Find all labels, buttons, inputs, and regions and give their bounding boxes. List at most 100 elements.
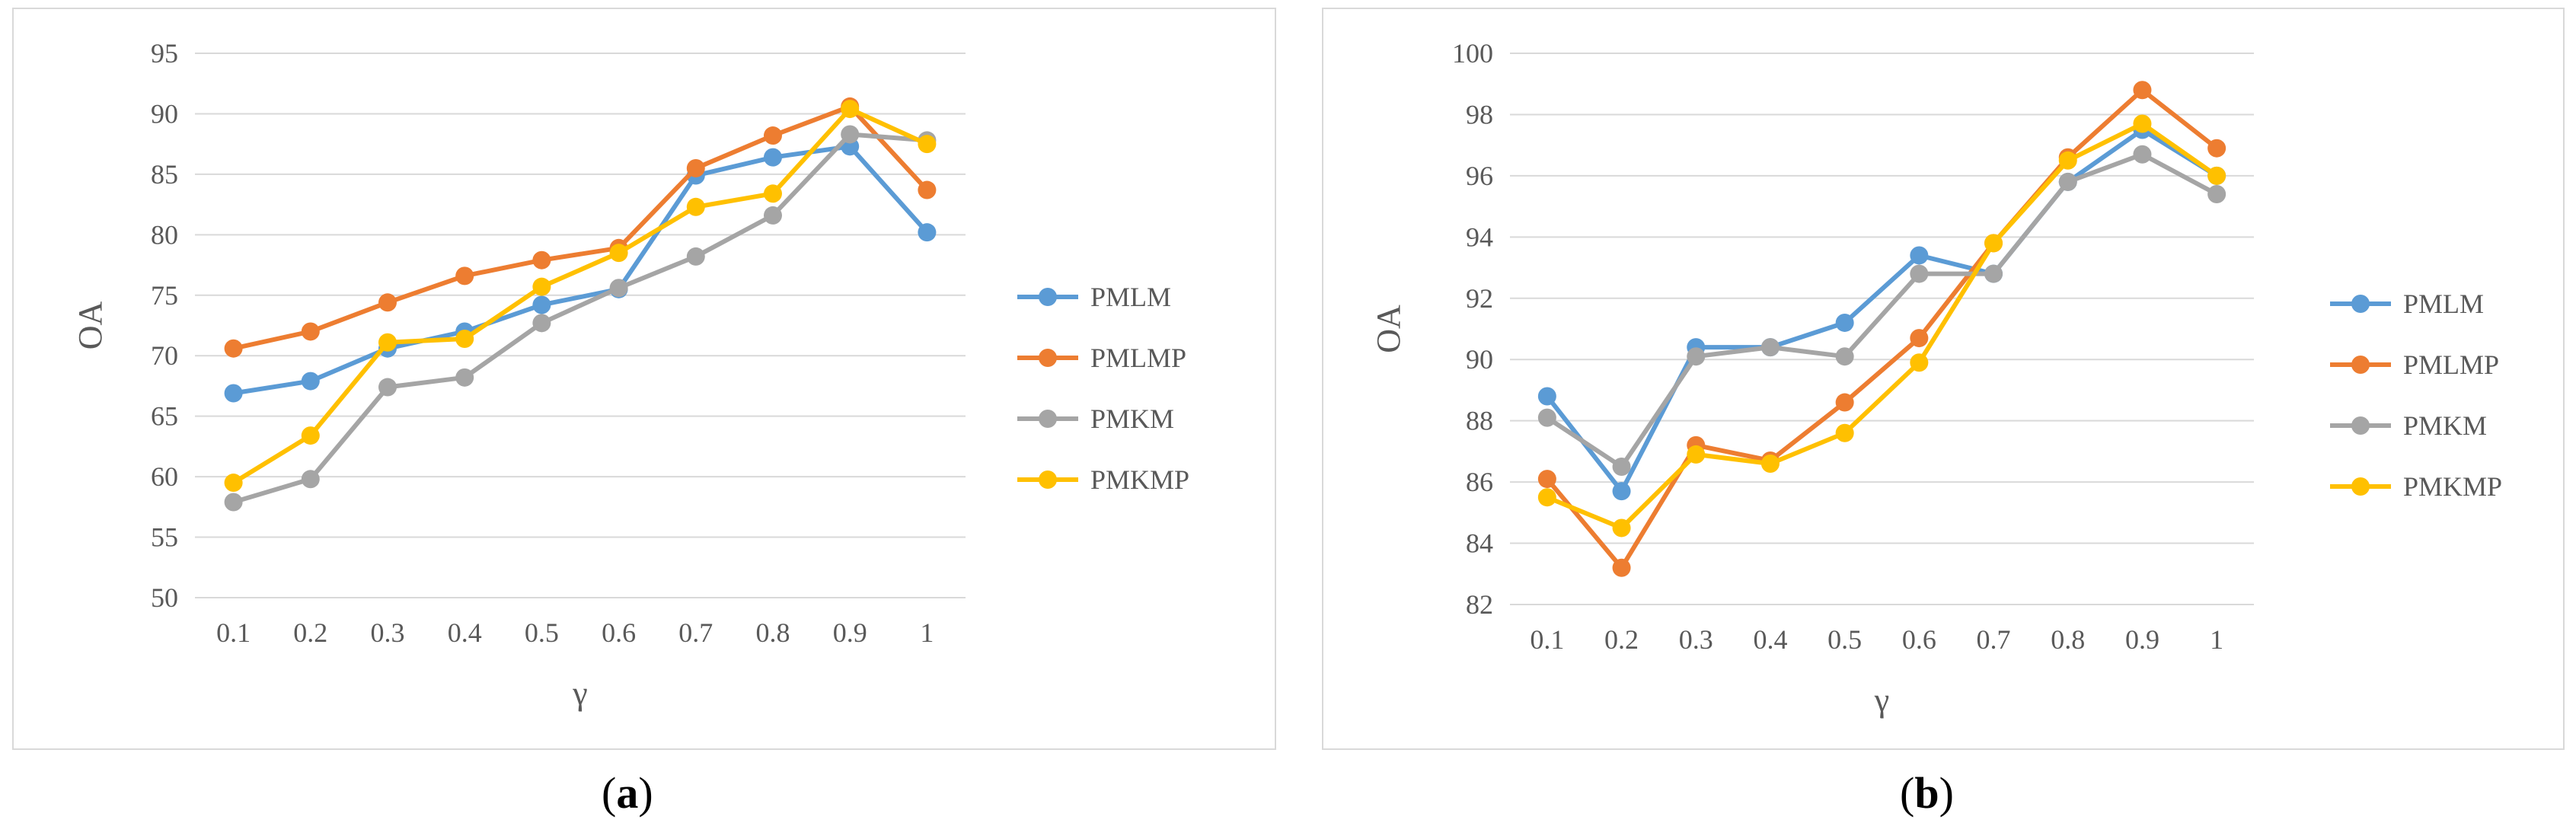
series-pmlm xyxy=(1537,120,2226,501)
y-axis-label: OA xyxy=(72,301,109,350)
x-tick-labels: 0.1 0.2 0.3 0.4 0.5 0.6 0.7 0.8 0.9 1 xyxy=(1530,624,2223,655)
gridlines xyxy=(1510,53,2254,605)
series-line xyxy=(1545,88,2218,570)
x-tick-label: 0.8 xyxy=(756,617,790,648)
data-point xyxy=(455,266,474,286)
data-point xyxy=(1612,518,1631,538)
x-tick-label: 0.6 xyxy=(602,617,636,648)
data-point xyxy=(532,250,551,270)
x-tick-label: 0.3 xyxy=(371,617,405,648)
data-point xyxy=(1612,458,1631,476)
data-point xyxy=(1910,353,1929,372)
data-point xyxy=(2133,145,2152,164)
chart-panel-b: 82 84 86 88 90 92 94 96 98 100 0.1 0.2 0.3 0.4 0.5 0.6 0… xyxy=(1322,8,2565,750)
data-point xyxy=(2133,114,2152,133)
data-point xyxy=(764,184,782,203)
data-point xyxy=(1910,264,1929,283)
data-point xyxy=(1612,482,1631,501)
y-tick-labels: 82 84 86 88 90 92 94 96 98 100 xyxy=(1452,38,1493,620)
x-axis-label: γ xyxy=(1874,681,1889,719)
data-point xyxy=(1984,234,2003,253)
y-tick-label: 90 xyxy=(1466,344,1493,375)
x-tick-label: 0.4 xyxy=(448,617,482,648)
y-tick-label: 86 xyxy=(1466,467,1493,497)
caption-b: (b) xyxy=(1900,768,1954,818)
data-point xyxy=(609,244,628,263)
data-point xyxy=(918,135,937,154)
data-point xyxy=(455,368,474,387)
data-point xyxy=(1835,313,1854,332)
data-point xyxy=(918,223,937,242)
x-tick-label: 0.9 xyxy=(833,617,867,648)
legend: PMLM PMLMP PMKM PMKMP xyxy=(1017,282,1189,495)
y-axis-label: OA xyxy=(1370,305,1407,353)
data-point xyxy=(686,158,705,177)
legend-marker xyxy=(1039,410,1057,428)
y-tick-label: 88 xyxy=(1466,406,1493,436)
y-tick-label: 95 xyxy=(151,38,178,69)
legend-item-pmlmp: PMLMP xyxy=(1017,343,1186,373)
data-point xyxy=(2207,139,2226,158)
data-point xyxy=(1835,423,1854,442)
series-pmkmp xyxy=(1537,114,2226,538)
data-point xyxy=(455,329,474,348)
legend-label: PMLMP xyxy=(1090,343,1186,373)
legend-item-pmkmp: PMKMP xyxy=(2330,471,2502,502)
data-point xyxy=(764,148,782,167)
data-point xyxy=(918,180,937,199)
y-tick-labels: 50 55 60 65 70 75 80 85 90 95 xyxy=(151,38,178,613)
data-point xyxy=(2207,185,2226,204)
data-point xyxy=(841,100,860,119)
data-point xyxy=(2058,172,2077,191)
legend-marker xyxy=(2351,477,2370,496)
legend-label: PMLM xyxy=(2403,289,2484,319)
legend-label: PMKM xyxy=(1090,404,1174,434)
data-point xyxy=(224,493,243,512)
series-pmkm xyxy=(1537,145,2226,476)
legend-label: PMKMP xyxy=(2403,471,2502,502)
y-tick-label: 55 xyxy=(151,522,178,553)
data-point xyxy=(2058,151,2077,170)
data-point xyxy=(224,474,243,493)
y-tick-label: 75 xyxy=(151,280,178,311)
data-point xyxy=(1537,470,1556,489)
y-tick-label: 65 xyxy=(151,401,178,432)
data-point xyxy=(1760,454,1780,473)
data-point xyxy=(532,295,551,314)
legend-label: PMKMP xyxy=(1090,464,1189,495)
x-tick-label: 1 xyxy=(920,617,934,648)
x-tick-label: 0.8 xyxy=(2051,624,2085,655)
x-tick-label: 0.7 xyxy=(678,617,713,648)
series-line xyxy=(232,104,929,351)
caption-b-letter: b xyxy=(1914,768,1939,818)
y-tick-label: 85 xyxy=(151,159,178,190)
legend-item-pmlm: PMLM xyxy=(1017,282,1171,312)
x-tick-label: 0.2 xyxy=(1604,624,1639,655)
data-point xyxy=(2133,81,2152,100)
data-point xyxy=(1910,246,1929,265)
series-line xyxy=(1546,121,2218,531)
x-tick-label: 0.7 xyxy=(1977,624,2011,655)
x-tick-label: 0.6 xyxy=(1902,624,1936,655)
legend-marker xyxy=(1039,288,1057,306)
y-tick-label: 50 xyxy=(151,582,178,613)
caption-a: (a) xyxy=(602,768,653,818)
x-tick-label: 0.5 xyxy=(1827,624,1862,655)
y-tick-label: 94 xyxy=(1466,222,1493,252)
chart-panel-a: 50 55 60 65 70 75 80 85 90 95 0.1 0.2 0.3 0.4 0.5 0.6 0.… xyxy=(12,8,1276,750)
legend-marker xyxy=(1039,471,1057,489)
legend-item-pmkmp: PMKMP xyxy=(1017,464,1189,495)
y-tick-label: 84 xyxy=(1466,528,1493,559)
legend-marker xyxy=(1039,349,1057,367)
data-point xyxy=(1835,347,1854,366)
data-point xyxy=(301,470,320,489)
y-tick-label: 82 xyxy=(1466,589,1493,620)
legend-marker xyxy=(2351,295,2370,313)
series-pmlmp xyxy=(224,97,937,358)
legend-item-pmlmp: PMLMP xyxy=(2330,349,2499,380)
data-point xyxy=(2207,166,2226,185)
series-pmkmp xyxy=(224,100,937,493)
series-pmlmp xyxy=(1537,81,2226,577)
data-point xyxy=(1910,329,1929,348)
